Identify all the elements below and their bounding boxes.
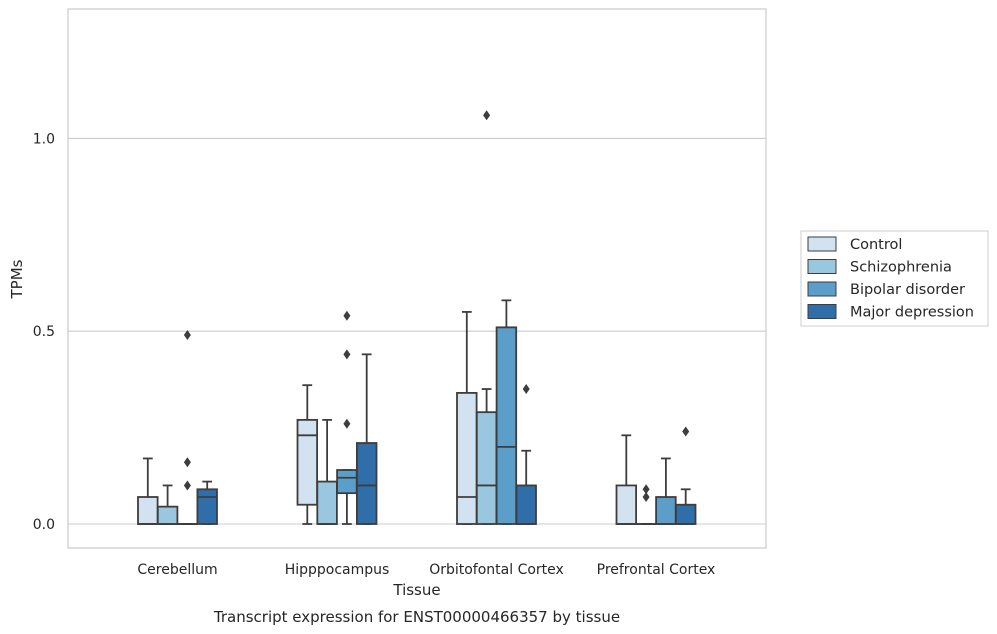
box-iqr xyxy=(336,469,358,495)
box-schizophrenia xyxy=(635,484,657,525)
legend: Control Schizophrenia Bipolar disorder Majo… xyxy=(800,230,989,327)
box-bipolar-disorder xyxy=(495,299,518,525)
box-iqr xyxy=(355,442,378,525)
outlier-point xyxy=(183,457,191,468)
outlier-point xyxy=(522,384,530,395)
x-axis-label: Tissue xyxy=(392,581,440,599)
box-iqr xyxy=(296,418,319,506)
legend-swatch xyxy=(807,304,837,319)
outlier-point xyxy=(183,330,191,341)
chart-caption: Transcript expression for ENST0000046635… xyxy=(213,608,620,626)
box-schizophrenia xyxy=(316,418,338,525)
box-iqr xyxy=(675,503,697,525)
legend-label: Schizophrenia xyxy=(850,260,952,276)
x-axis-ticks: Cerebellum Hipppocampus Orbitofontal Corte… xyxy=(137,562,715,578)
y-axis-ticks: 0.00.51.01.52.02.5 xyxy=(33,131,55,533)
box-iqr xyxy=(456,391,478,525)
box-iqr xyxy=(615,484,638,525)
box-bipolar-disorder xyxy=(655,457,677,525)
box-control xyxy=(137,457,159,525)
x-tick-label: Hipppocampus xyxy=(285,562,390,578)
box-iqr xyxy=(316,480,338,525)
box-control xyxy=(615,434,638,525)
box-iqr xyxy=(156,505,179,525)
box-iqr xyxy=(196,488,218,525)
outlier-point xyxy=(343,310,351,321)
x-tick-label: Cerebellum xyxy=(137,562,217,578)
box-iqr xyxy=(655,496,677,525)
legend-label: Control xyxy=(850,237,902,253)
legend-label: Major depression xyxy=(850,305,974,321)
outlier-point xyxy=(682,426,690,437)
box-bipolar-disorder xyxy=(176,330,199,525)
legend-swatch xyxy=(807,236,837,252)
box-control xyxy=(456,311,478,525)
outlier-point xyxy=(483,110,491,121)
box-major-depression xyxy=(196,480,218,525)
y-tick-label: 0.0 xyxy=(33,517,55,533)
legend-swatch xyxy=(807,259,837,274)
outlier-point xyxy=(642,484,650,495)
y-axis-label: TPMs xyxy=(8,259,26,299)
x-tick-label: Orbitofontal Cortex xyxy=(429,562,564,578)
plot-marks xyxy=(137,110,697,525)
outlier-point xyxy=(642,492,650,503)
box-schizophrenia xyxy=(475,110,498,525)
box-major-depression xyxy=(515,384,537,525)
legend-label: Bipolar disorder xyxy=(850,282,965,298)
box-iqr xyxy=(475,411,498,525)
outlier-point xyxy=(343,349,351,360)
box-schizophrenia xyxy=(156,484,179,525)
outlier-point xyxy=(183,480,191,491)
box-bipolar-disorder xyxy=(336,310,358,525)
box-iqr xyxy=(137,496,159,525)
box-major-depression xyxy=(355,353,378,525)
grid-lines xyxy=(68,137,766,525)
box-control xyxy=(296,384,319,525)
legend-swatch xyxy=(807,281,837,297)
box-iqr xyxy=(515,484,537,525)
box-iqr xyxy=(495,326,518,525)
y-tick-label: 0.5 xyxy=(33,324,55,340)
outlier-point xyxy=(343,418,351,429)
x-tick-label: Prefrontal Cortex xyxy=(597,562,716,578)
plot-frame xyxy=(67,8,767,549)
box-major-depression xyxy=(675,426,697,525)
y-tick-label: 1.0 xyxy=(33,131,55,147)
